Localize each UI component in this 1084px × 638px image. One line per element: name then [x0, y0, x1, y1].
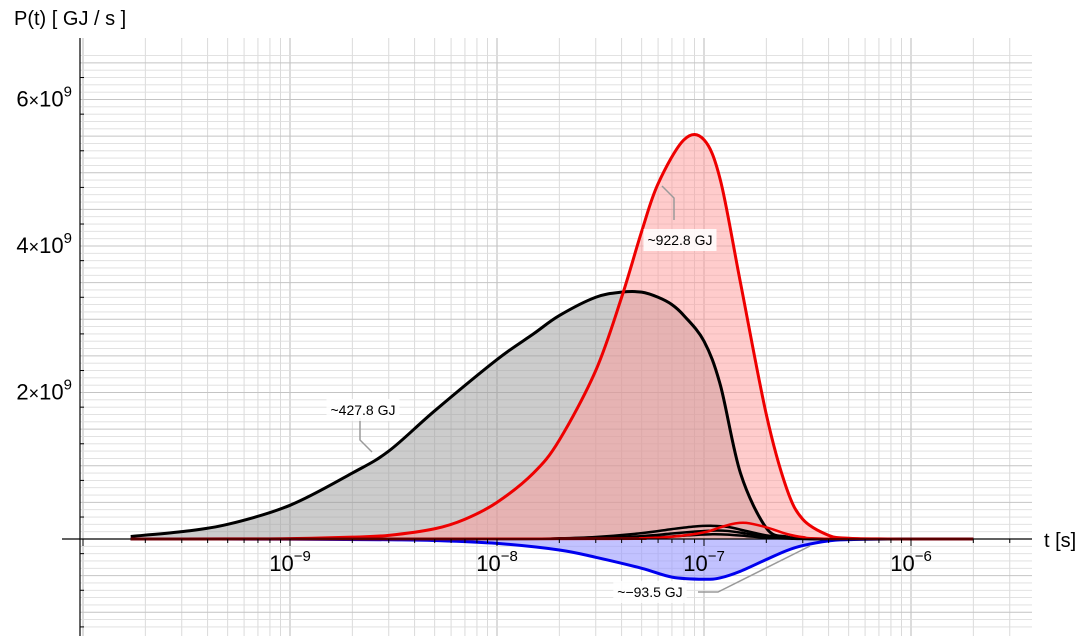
- callout-label: ~922.8 GJ: [648, 232, 713, 248]
- annotations: ~427.8 GJ ~922.8 GJ ~−93.5 GJ: [326, 185, 811, 603]
- series-2-area: [130, 538, 974, 580]
- series-1-line: [130, 133, 974, 541]
- callout-background: [326, 399, 400, 421]
- x-tick-label: 10−9: [269, 548, 311, 576]
- callout-leader: [661, 185, 675, 220]
- callout-label: ~−93.5 GJ: [617, 584, 682, 600]
- series-layer: [130, 133, 974, 581]
- callout-background: [613, 581, 687, 603]
- series-1-area: [130, 134, 974, 540]
- y-tick-label: 6×109: [16, 84, 72, 112]
- axes: 10−9 10−8 10−7 10−6 2×109 4×109 6×109: [16, 38, 1032, 636]
- y-tick-label: 4×109: [16, 230, 72, 258]
- callout-leader: [359, 418, 373, 453]
- series-0-area: [130, 291, 974, 540]
- y-tick-label: 2×109: [16, 377, 72, 405]
- callout-2: ~−93.5 GJ: [613, 545, 811, 603]
- callout-1: ~922.8 GJ: [643, 185, 717, 251]
- callout-label: ~427.8 GJ: [331, 402, 396, 418]
- callout-0: ~427.8 GJ: [326, 399, 400, 453]
- x-tick-label: 10−8: [476, 548, 518, 576]
- x-axis-label: t [s]: [1044, 530, 1076, 552]
- y-axis-label: P(t) [ GJ / s ]: [14, 8, 126, 30]
- x-tick-label: 10−7: [683, 548, 725, 576]
- x-tick-label: 10−6: [890, 548, 932, 576]
- callout-background: [643, 229, 717, 251]
- callout-leader: [698, 545, 811, 593]
